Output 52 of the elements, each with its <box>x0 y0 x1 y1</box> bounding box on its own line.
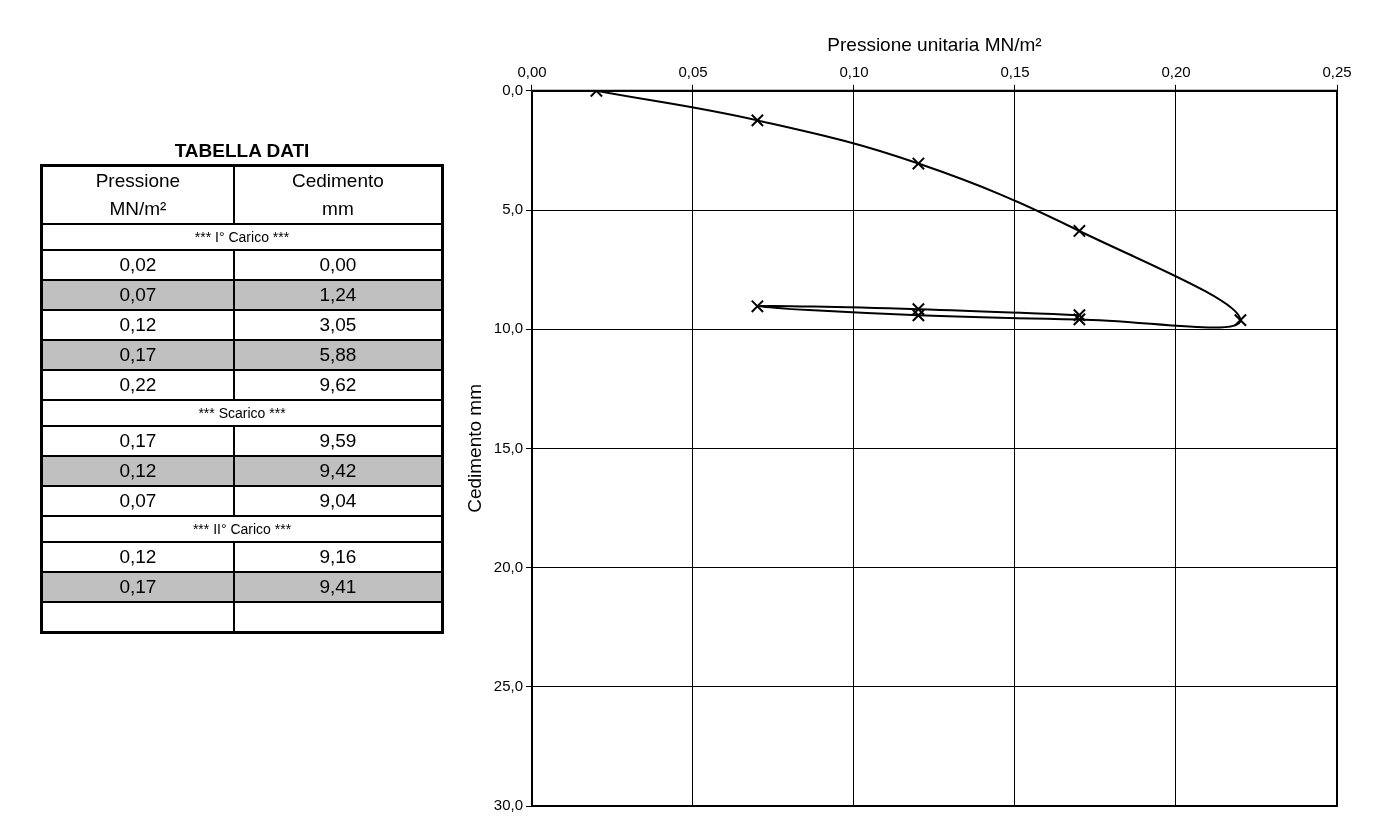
text: 0,12 <box>41 542 234 572</box>
y-tick-label: 25,0 <box>493 676 523 694</box>
x-tick-label: 0,15 <box>1000 62 1030 80</box>
point <box>750 299 765 313</box>
text: 0,02 <box>41 250 234 280</box>
point <box>1233 313 1248 327</box>
text: MN/m² <box>41 195 234 224</box>
text: 9,41 <box>233 572 443 602</box>
x-tick-label: 0,00 <box>517 62 547 80</box>
x-tick-label: 0,05 <box>678 62 708 80</box>
y-tick-label: 30,0 <box>493 796 523 814</box>
text: 9,62 <box>233 370 443 400</box>
text: 9,59 <box>233 426 443 456</box>
text: 0,07 <box>41 486 234 516</box>
y-tick-label: 0,0 <box>502 80 523 98</box>
text: 0,07 <box>41 280 234 310</box>
text: Pressione <box>41 165 234 195</box>
text: 5,88 <box>233 340 443 370</box>
y-tick-label: 5,0 <box>502 200 523 218</box>
point <box>911 156 926 171</box>
text: 0,17 <box>41 426 234 456</box>
y-tick-label: 20,0 <box>493 557 523 575</box>
text: 0,12 <box>41 310 234 340</box>
text: *** Scarico *** <box>41 400 443 426</box>
text: TABELLA DATI <box>173 140 311 162</box>
text: 0,17 <box>41 340 234 370</box>
text: 9,16 <box>233 542 443 572</box>
y-tick-label: 15,0 <box>493 438 523 456</box>
x-axis-title: Pressione unitaria MN/m² <box>827 33 1042 55</box>
text: 3,05 <box>233 310 443 340</box>
point <box>911 308 926 323</box>
text: 1,24 <box>233 280 443 310</box>
text: *** I° Carico *** <box>41 224 443 250</box>
text: *** II° Carico *** <box>41 516 443 542</box>
text: 0,12 <box>41 456 234 486</box>
text: 0,00 <box>233 250 443 280</box>
x-tick-label: 0,20 <box>1161 62 1191 80</box>
text: 0,22 <box>41 370 234 400</box>
y-tick-label: 10,0 <box>493 319 523 337</box>
text: 9,42 <box>233 456 443 486</box>
y-axis-title: Cedimento mm <box>463 383 485 513</box>
text: 0,17 <box>41 572 234 602</box>
point <box>750 113 765 128</box>
point <box>1072 312 1087 327</box>
text: 9,04 <box>233 486 443 516</box>
x-tick-label: 0,10 <box>839 62 869 80</box>
text: Cedimento <box>233 165 443 195</box>
text: mm <box>233 195 443 224</box>
point <box>1072 308 1087 322</box>
point <box>1072 224 1087 238</box>
x-tick-label: 0,25 <box>1322 62 1352 80</box>
point <box>911 302 926 316</box>
